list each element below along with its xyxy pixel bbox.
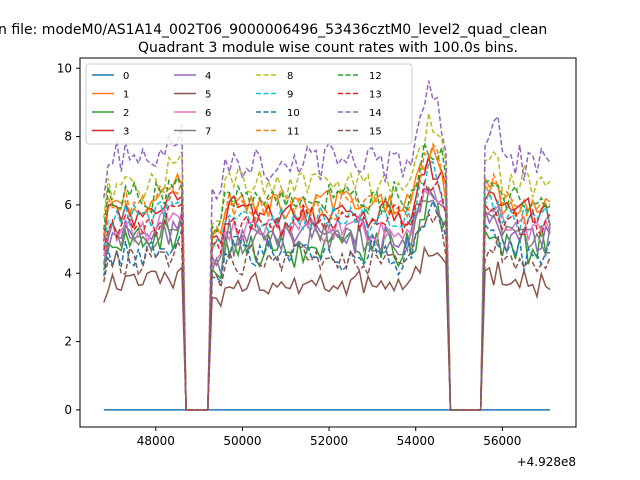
legend-label-9: 9: [287, 90, 293, 101]
y-tick-label: 2: [64, 335, 72, 349]
y-axis: 0 2 4 6 8 10: [57, 61, 80, 417]
legend-label-0: 0: [123, 71, 129, 82]
y-tick-label: 8: [64, 130, 72, 144]
y-tick-label: 10: [57, 61, 72, 75]
series-layer: [103, 80, 551, 411]
legend-label-2: 2: [123, 108, 129, 119]
x-tick-label: 56000: [483, 434, 521, 448]
legend-label-15: 15: [369, 127, 382, 138]
legend-label-5: 5: [205, 90, 211, 101]
legend-label-7: 7: [205, 127, 211, 138]
legend-label-1: 1: [123, 90, 129, 101]
x-axis: 48000 50000 52000 54000 56000: [137, 427, 521, 448]
legend-label-10: 10: [287, 108, 300, 119]
axes-border: [79, 57, 577, 428]
legend-label-6: 6: [205, 108, 211, 119]
legend-box: [85, 63, 413, 145]
chart-title: Quadrant 3 module wise count rates with …: [138, 40, 518, 56]
x-tick-label: 52000: [310, 434, 348, 448]
y-tick-label: 4: [64, 266, 72, 280]
legend-label-4: 4: [205, 71, 211, 82]
y-tick-label: 6: [64, 198, 72, 212]
x-tick-label: 48000: [137, 434, 175, 448]
series-line-15: [103, 210, 551, 411]
x-tick-label: 50000: [223, 434, 261, 448]
legend-label-12: 12: [369, 71, 382, 82]
x-tick-label: 54000: [397, 434, 435, 448]
legend-label-3: 3: [123, 127, 129, 138]
legend-label-8: 8: [287, 71, 293, 82]
legend-label-14: 14: [369, 108, 382, 119]
x-offset-label: +4.928e8: [517, 455, 576, 469]
legend-label-13: 13: [369, 90, 382, 101]
y-tick-label: 0: [64, 403, 72, 417]
legend-label-11: 11: [287, 127, 300, 138]
chart-suptitle: n file: modeM0/AS1A14_002T06_9000006496_…: [0, 22, 547, 38]
